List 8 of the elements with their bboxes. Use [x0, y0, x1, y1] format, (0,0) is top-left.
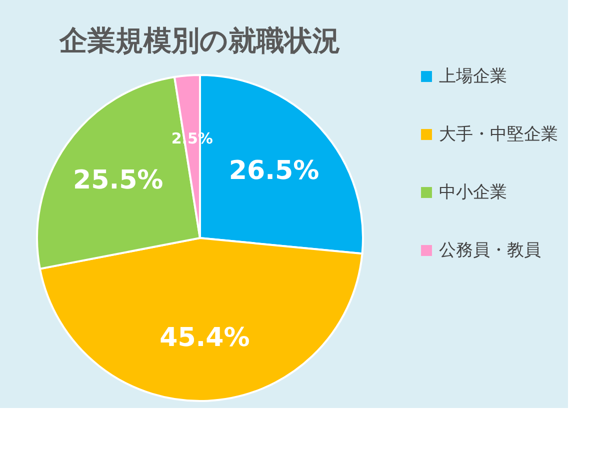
legend-label: 中小企業: [439, 182, 507, 202]
data-label: 26.5%: [228, 156, 320, 186]
legend-label: 上場企業: [439, 66, 507, 86]
data-label: 45.4%: [160, 322, 250, 353]
data-label: 25.5%: [73, 166, 164, 196]
chart-title: 企業規模別の就職状況: [58, 24, 340, 57]
legend-label: 公務員・教員: [439, 240, 541, 260]
legend-label: 大手・中堅企業: [439, 124, 558, 144]
